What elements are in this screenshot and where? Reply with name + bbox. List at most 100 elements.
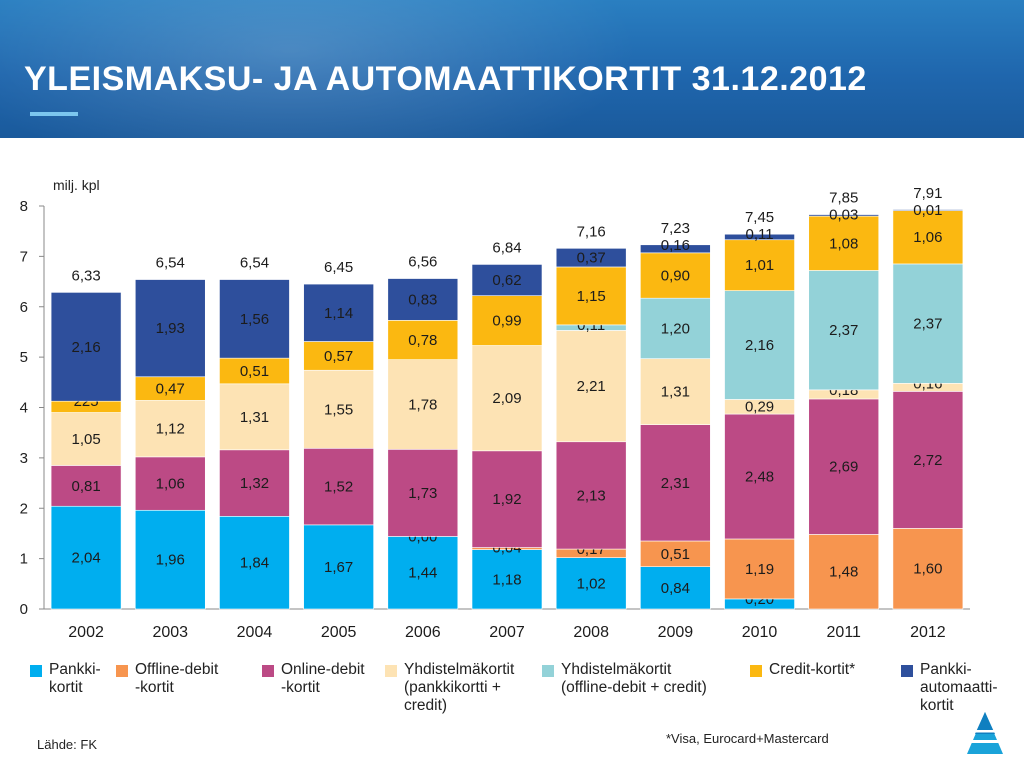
bar-segment [219, 279, 290, 359]
y-tick-label: 1 [20, 551, 28, 568]
legend-label: Offline-debit -kortit [135, 661, 219, 696]
bar-segment [387, 278, 459, 321]
legend-item: Pankki- kortit [30, 661, 101, 697]
data-label: 2,16 [745, 337, 774, 354]
bar-segment [219, 357, 290, 385]
data-label: 0,62 [492, 272, 521, 289]
x-tick-label: 2004 [237, 624, 273, 641]
data-label: 0,11 [745, 226, 773, 243]
bar-segment [724, 413, 795, 540]
data-label: 1,31 [661, 384, 690, 401]
bar-segment [555, 248, 627, 268]
data-label: 1,01 [745, 257, 774, 274]
bar-segment [640, 540, 711, 567]
data-label: 1,93 [156, 320, 185, 337]
bar-segment [892, 210, 964, 265]
legend-label: Pankki- kortit [49, 661, 101, 696]
x-tick-label: 2003 [152, 624, 188, 641]
legend-label: Online-debit -kortit [281, 661, 365, 696]
data-label: 1,56 [240, 311, 269, 328]
legend-swatch [30, 665, 42, 677]
slide-header: YLEISMAKSU- JA AUTOMAATTIKORTIT 31.12.20… [0, 0, 1024, 138]
bar-segment [387, 359, 459, 450]
legend-label: Credit-kortit* [769, 661, 856, 678]
data-label: 1,02 [577, 575, 606, 592]
data-label: 1,73 [408, 485, 437, 502]
bar-segment [471, 345, 543, 452]
y-tick-label: 5 [20, 349, 28, 366]
data-label: 0,78 [408, 332, 437, 349]
bar-segment [640, 424, 711, 542]
bar-segment [50, 505, 122, 610]
bar-segment [808, 214, 880, 217]
total-label: 6,33 [71, 267, 100, 284]
bar-segment [808, 398, 880, 535]
data-label: 1,55 [324, 401, 353, 418]
header-glow [0, 0, 640, 138]
y-tick-label: 6 [20, 299, 28, 316]
data-label: 1,52 [324, 479, 353, 496]
x-tick-label: 2002 [68, 624, 104, 641]
bar-segment [892, 263, 964, 384]
bar-segment [555, 330, 627, 443]
data-label: 0,03 [829, 207, 858, 224]
y-tick-label: 0 [20, 601, 28, 618]
bar-segment [555, 557, 627, 610]
x-tick-label: 2005 [321, 624, 357, 641]
data-label: 1,92 [492, 491, 521, 508]
data-label: 1,18 [492, 571, 521, 588]
legend-item: Online-debit -kortit [262, 661, 365, 697]
total-label: 7,16 [577, 223, 606, 240]
total-label: 7,91 [913, 185, 942, 202]
legend-item: Yhdistelmäkortit (pankkikortti + credit) [385, 661, 514, 715]
data-label: 2,72 [913, 452, 942, 469]
data-label: 2,69 [829, 459, 858, 476]
bar-segment [303, 369, 374, 449]
data-label: 1,60 [913, 561, 942, 578]
data-label: 0,57 [324, 348, 353, 365]
bar-segment [724, 290, 795, 400]
data-label: 1,15 [577, 288, 606, 305]
bar-segment [471, 264, 543, 296]
data-label: 2,04 [71, 550, 100, 567]
data-label: 0,37 [577, 250, 606, 267]
data-label: 2,31 [661, 475, 690, 492]
x-tick-label: 2010 [742, 624, 778, 641]
data-label: 1,08 [829, 235, 858, 252]
x-tick-label: 2006 [405, 624, 441, 641]
x-tick-label: 2011 [827, 624, 862, 641]
legend-label: Pankki- automaatti- kortit [920, 661, 998, 714]
data-label: 1,84 [240, 555, 269, 572]
bar-segment [219, 383, 290, 451]
data-label: 2,09 [492, 390, 521, 407]
bar-segment [134, 400, 206, 458]
bar-segment [640, 566, 711, 610]
data-label: 1,31 [240, 409, 269, 426]
data-label: 1,48 [829, 564, 858, 581]
total-label: 7,45 [745, 209, 774, 226]
legend-item: Pankki- automaatti- kortit [901, 661, 998, 715]
bar-segment [303, 448, 374, 526]
y-tick-label: 8 [20, 198, 28, 215]
data-label: 1,20 [661, 320, 690, 337]
legend-swatch [901, 665, 913, 677]
bar-segment [219, 516, 290, 610]
data-label: 2,48 [745, 469, 774, 486]
bar-segment [387, 536, 459, 610]
y-tick-label: 4 [20, 400, 28, 417]
legend-swatch [262, 665, 274, 677]
bar-segment [471, 450, 543, 548]
bar-segment [555, 266, 627, 326]
data-label: 0,90 [661, 268, 690, 285]
data-label: 2,21 [577, 378, 606, 395]
bar-segment [724, 239, 795, 291]
logo-icon [967, 712, 1003, 754]
bar-segment [134, 456, 206, 511]
data-label: 1,06 [156, 476, 185, 493]
bar-segment [471, 295, 543, 346]
x-tick-label: 2012 [910, 624, 946, 641]
data-label: 0,99 [492, 313, 521, 330]
data-label: 0,47 [156, 381, 185, 398]
data-label: 1,19 [745, 561, 774, 578]
bar-segment [724, 233, 795, 241]
